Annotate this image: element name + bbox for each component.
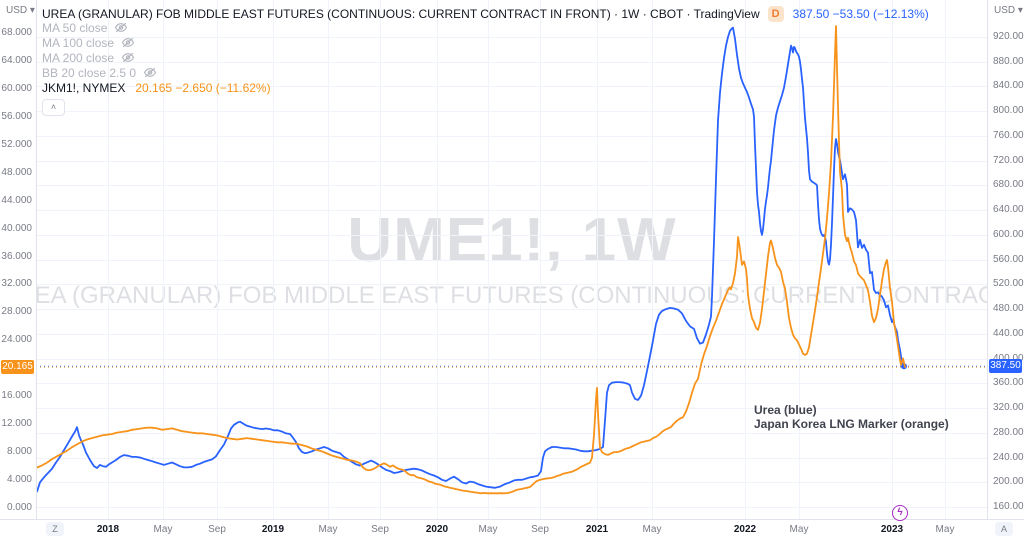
series-annotation: Urea (blue) Japan Korea LNG Marker (oran… (754, 403, 949, 431)
alert-lightning-icon[interactable]: ϟ (892, 505, 908, 521)
auto-scale-button[interactable]: A (995, 522, 1013, 536)
price-axis-label: 720.00 (993, 154, 1024, 166)
price-axis-label: 12.000 (1, 418, 32, 430)
price-axis-label: 48.000 (1, 166, 32, 178)
time-axis-label: May (153, 524, 173, 535)
price-axis-label: 40.000 (1, 222, 32, 234)
time-axis-label: May (318, 524, 338, 535)
timezone-button[interactable]: Z (46, 522, 64, 536)
jkm-values: 20.165 −2.650 (−11.62%) (135, 81, 271, 95)
price-axis-label: 4.000 (6, 474, 32, 486)
price-axis-label: 440.00 (993, 327, 1024, 339)
price-axis-label: 44.000 (1, 194, 32, 206)
left-axis-currency-dropdown[interactable]: USD ▾ (6, 5, 35, 16)
legend-row-indicator[interactable]: MA 50 close (42, 20, 271, 35)
price-axis-label: 400.00 (993, 352, 1024, 364)
time-axis-label: Sep (208, 524, 226, 535)
indicator-label: MA 200 close (42, 50, 115, 65)
price-axis-label: 16.000 (1, 390, 32, 402)
eye-off-icon[interactable] (121, 52, 135, 63)
price-axis-label: 680.00 (993, 179, 1024, 191)
time-axis-label: 2019 (261, 524, 285, 535)
price-axis-label: 200.00 (993, 476, 1024, 488)
time-axis-label: Sep (371, 524, 389, 535)
eye-off-icon[interactable] (143, 67, 157, 78)
eye-off-icon[interactable] (114, 22, 128, 33)
left-price-axis[interactable]: USD ▾ 68.000 64.000 60.000 56.000 52.000 48.0… (0, 0, 37, 519)
price-axis-label: 0.000 (6, 502, 32, 513)
legend-collapse-button[interactable]: ˄ (42, 99, 65, 116)
time-axis[interactable]: 2018 May Sep 2019 May Sep 2020 May Sep 2021 May 202… (0, 519, 1024, 539)
time-axis-label: May (642, 524, 662, 535)
symbol-title[interactable]: UREA (GRANULAR) FOB MIDDLE EAST FUTURES … (42, 6, 760, 21)
indicator-rows: MA 50 close MA 100 close MA 200 close BB 20… (42, 20, 271, 80)
price-axis-label: 320.00 (993, 402, 1024, 414)
price-axis-label: 640.00 (993, 204, 1024, 216)
right-axis-currency-dropdown[interactable]: USD ▾ (994, 5, 1023, 16)
price-axis-label: 360.00 (993, 377, 1024, 389)
indicator-legend: MA 50 close MA 100 close MA 200 close BB 20… (42, 20, 271, 116)
time-axis-label: 2022 (733, 524, 757, 535)
jkm-symbol-label: JKM1!, NYMEX (42, 81, 126, 95)
price-axis-label: 280.00 (993, 426, 1024, 438)
last-price-change: 387.50 −53.50 (−12.13%) (792, 6, 929, 21)
price-axis-label: 24.000 (1, 334, 32, 346)
chart-header: UREA (GRANULAR) FOB MIDDLE EAST FUTURES … (42, 5, 929, 22)
legend-row-indicator[interactable]: MA 200 close (42, 50, 271, 65)
price-axis-label: 8.000 (6, 446, 32, 458)
price-axis-label: 840.00 (993, 80, 1024, 92)
price-axis-label: 36.000 (1, 250, 32, 262)
time-axis-label: 2018 (96, 524, 120, 535)
price-axis-label: 56.000 (1, 110, 32, 122)
price-axis-label: 560.00 (993, 253, 1024, 265)
legend-row-indicator[interactable]: MA 100 close (42, 35, 271, 50)
price-axis-label: 600.00 (993, 228, 1024, 240)
time-axis-label: Sep (531, 524, 549, 535)
price-axis-label: 800.00 (993, 105, 1024, 117)
price-axis-label: 920.00 (993, 31, 1024, 42)
time-axis-label: May (789, 524, 809, 535)
price-axis-label: 880.00 (993, 55, 1024, 67)
urea-last-price-badge: 387.50 (989, 359, 1022, 374)
annotation-line-jkm: Japan Korea LNG Marker (orange) (754, 417, 949, 431)
legend-row-jkm[interactable]: JKM1!, NYMEX 20.165 −2.650 (−11.62%) (42, 80, 271, 96)
eye-off-icon[interactable] (121, 37, 135, 48)
annotation-line-urea: Urea (blue) (754, 403, 817, 417)
price-axis-label: 68.000 (1, 27, 32, 38)
legend-row-indicator[interactable]: BB 20 close 2.5 0 (42, 65, 271, 80)
right-price-axis[interactable]: USD ▾ 920.00 880.00 840.00 800.00 760.00 720.… (987, 0, 1024, 519)
price-axis-label: 160.00 (993, 501, 1024, 512)
price-axis-label: 52.000 (1, 138, 32, 150)
data-delay-badge[interactable]: D (767, 5, 784, 22)
price-axis-label: 480.00 (993, 303, 1024, 315)
indicator-label: BB 20 close 2.5 0 (42, 65, 137, 80)
price-axis-label: 28.000 (1, 306, 32, 318)
indicator-label: MA 100 close (42, 35, 115, 50)
jkm-last-price-badge: 20.165 (1, 360, 34, 375)
price-axis-label: 520.00 (993, 278, 1024, 290)
jkm-series-line (36, 25, 906, 495)
time-axis-label: May (935, 524, 955, 535)
price-axis-label: 60.000 (1, 82, 32, 94)
time-axis-label: 2021 (585, 524, 609, 535)
price-axis-label: 32.000 (1, 278, 32, 290)
price-axis-label: 64.000 (1, 54, 32, 66)
price-axis-label: 240.00 (993, 451, 1024, 463)
time-axis-label: 2020 (425, 524, 449, 535)
indicator-label: MA 50 close (42, 20, 108, 35)
time-axis-label: May (478, 524, 498, 535)
time-axis-label: 2023 (880, 524, 904, 535)
price-axis-label: 760.00 (993, 129, 1024, 141)
